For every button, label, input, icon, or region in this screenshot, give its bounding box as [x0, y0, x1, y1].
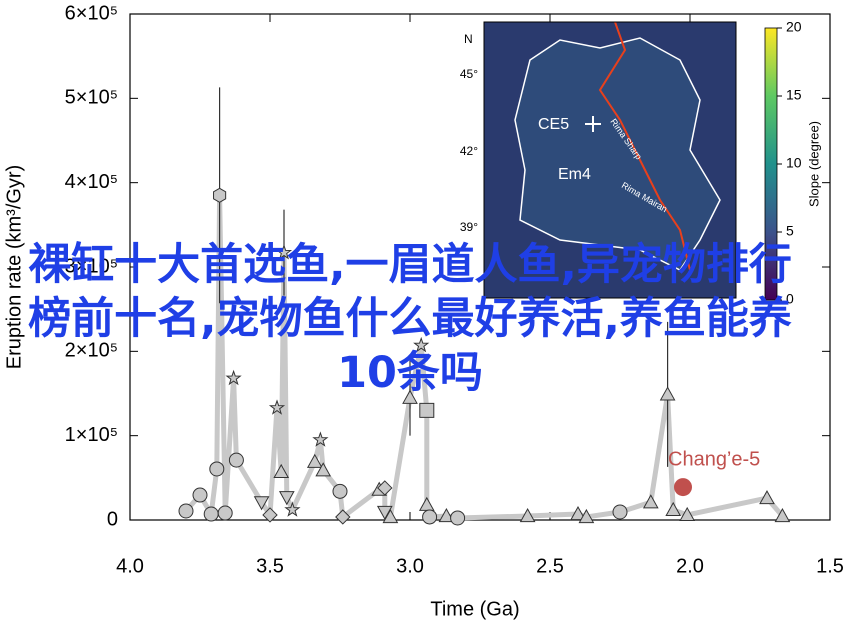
data-point [209, 461, 225, 477]
data-point [759, 490, 775, 505]
data-point [225, 369, 242, 386]
map-label: CE5 [538, 116, 569, 133]
data-point [519, 508, 536, 523]
data-point [278, 491, 295, 506]
inset-map: N 45° 42° 39° CE5 Em4 Rima Sharp Rima Ma… [460, 21, 821, 301]
data-point [203, 506, 219, 522]
data-point [217, 505, 233, 521]
data-point [178, 503, 194, 519]
data-point [376, 505, 393, 521]
data-point [382, 508, 399, 524]
x-tick-label: 3.0 [396, 555, 424, 577]
data-point [642, 494, 659, 509]
rima-trace [598, 21, 691, 271]
data-point [570, 505, 586, 521]
data-point [438, 508, 455, 523]
colorbar-tick-label: 10 [786, 155, 802, 171]
x-tick-label: 1.5 [816, 555, 844, 577]
lat-label: 45° [460, 67, 478, 81]
data-point [419, 402, 435, 418]
highlight-point [674, 478, 692, 497]
highlight-label: Chang’e-5 [668, 448, 760, 470]
map-frame [483, 21, 737, 299]
overlay-title: 裸缸十大首选鱼,一眉道人鱼,异宠物排行榜前十名,宠物鱼什么最好养活,养鱼能养10… [28, 240, 792, 398]
y-axis-label: Eruption rate (km³/Gyr) [3, 165, 25, 369]
data-point [332, 483, 348, 499]
data-point [774, 508, 791, 523]
data-point [402, 389, 418, 404]
data-point [273, 463, 290, 479]
data-point [422, 509, 438, 525]
x-axis-label: Time (Ga) [430, 598, 519, 620]
colorbar-tick-label: 0 [786, 291, 794, 307]
data-point [306, 453, 323, 468]
lat-label: 39° [460, 220, 478, 234]
data-point [377, 480, 393, 496]
data-point [450, 510, 466, 526]
x-tick-label: 2.5 [536, 555, 564, 577]
data-point [262, 507, 278, 523]
data-point [275, 244, 293, 260]
colorbar-tick-label: 20 [786, 19, 802, 35]
data-point [413, 336, 430, 353]
map-label: Em4 [558, 166, 591, 183]
ce5-site [585, 116, 601, 132]
y-tick-label: 0 [107, 508, 118, 530]
y-tick-label: 2×10⁵ [65, 340, 118, 362]
data-point [228, 452, 244, 468]
data-point [659, 386, 676, 401]
data-point [312, 431, 329, 447]
x-tick-label: 2.0 [676, 555, 704, 577]
x-tick-label: 3.5 [256, 555, 284, 577]
data-point [612, 504, 628, 520]
y-tick-label: 6×10⁵ [65, 2, 118, 24]
data-point [578, 508, 595, 524]
data-point [192, 487, 208, 503]
colorbar-tick-label: 5 [786, 223, 794, 239]
y-tick-label: 3×10⁵ [65, 255, 118, 277]
y-tick-label: 4×10⁵ [65, 171, 118, 193]
data-point [418, 496, 435, 511]
lat-label: 42° [460, 144, 478, 158]
data-point [268, 399, 286, 415]
colorbar-label: Slope (degree) [806, 121, 821, 207]
y-tick-label: 1×10⁵ [65, 424, 118, 446]
x-tick-label: 4.0 [116, 555, 144, 577]
data-point [315, 462, 332, 477]
data-point [253, 496, 270, 511]
data-point [213, 187, 227, 203]
data-point [679, 506, 696, 522]
data-point [335, 509, 351, 525]
north-label: N [464, 32, 473, 46]
y-tick-label: 5×10⁵ [65, 87, 118, 109]
data-point [284, 501, 301, 517]
data-point [665, 501, 682, 516]
colorbar-tick-label: 15 [786, 87, 802, 103]
